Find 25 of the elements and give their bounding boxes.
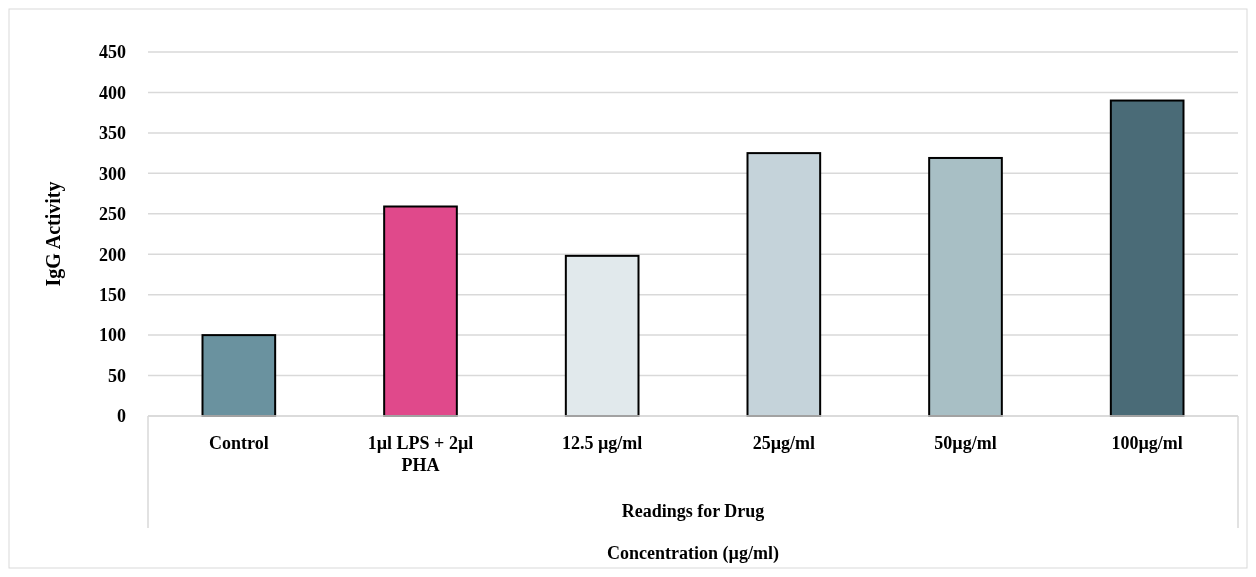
- y-tick-label: 400: [99, 82, 126, 103]
- bar: [928, 156, 1003, 417]
- y-tick-label: 150: [99, 284, 126, 305]
- y-axis-title: IgG Activity: [42, 181, 65, 287]
- y-tick-label: 50: [108, 365, 126, 386]
- bar: [383, 205, 458, 417]
- x-tick-label: 100µg/ml: [1111, 433, 1183, 453]
- x-tick-label: 1µl LPS + 2µl PHA: [367, 433, 474, 475]
- x-tick-label: 50µg/ml: [934, 433, 997, 453]
- x-tick-label: 12.5 µg/ml: [561, 433, 643, 453]
- y-tick-label: 450: [99, 42, 126, 63]
- y-tick-label: 300: [99, 163, 126, 184]
- x-tick-label: 25µg/ml: [752, 433, 816, 453]
- bar: [1109, 99, 1185, 417]
- text: Readings for Drug: [621, 501, 765, 521]
- y-tick-label: 100: [99, 325, 126, 346]
- x-axis-title: Concentration (µg/ml): [607, 543, 779, 564]
- y-tick-label: 0: [117, 406, 126, 427]
- y-tick-label: 350: [99, 123, 126, 144]
- bar: [746, 152, 822, 417]
- bar: [201, 334, 277, 417]
- bar: [564, 254, 640, 417]
- y-tick-label: 250: [99, 204, 126, 225]
- x-tick-label: Control: [209, 433, 269, 453]
- y-tick-label: 200: [99, 244, 126, 265]
